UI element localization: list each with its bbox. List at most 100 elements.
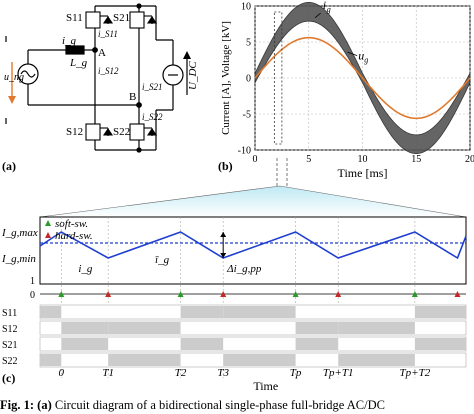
label-is11: i_S11 [98,29,118,39]
switch-signal-label: S21 [2,340,18,351]
ripple-arrowhead-bottom [220,253,227,258]
label-s12: S12 [66,126,83,138]
label-is22: i_S22 [142,112,163,122]
x-tick-label: 15 [411,154,421,165]
legend-hard-marker [45,232,51,238]
soft-switching-marker [292,291,299,297]
series-label-ig-sub: g [327,5,331,14]
y-tick-label: -10 [238,146,251,157]
label-s22: S22 [113,126,130,138]
series-label-ig: i_g [78,263,93,275]
label-is12: i_S12 [98,66,119,76]
switch-signal-high [414,338,466,350]
switch-signal-high [40,354,62,366]
node-a-dot [92,47,98,53]
circuit-diagram [5,3,191,153]
switch-signal-high [295,338,339,350]
switch-signal-high [223,354,296,366]
y-tick-label: 0 [246,74,251,85]
time-tick-label: T2 [175,367,187,379]
rail-dot [136,3,142,9]
switch-signal-high [338,354,415,366]
time-tick-label: Tp+T2 [400,367,431,379]
switch-signal-label: S11 [2,308,17,319]
switch-signal-high [414,306,466,318]
sine-glyph [20,70,36,78]
node-b-dot [136,102,142,108]
events-one-label: 1 [30,276,35,287]
y-axis-label: Current [A], Voltage [kV] [220,21,232,135]
panel-label-a: (a) [2,159,16,173]
time-tick-label: Tp+T1 [323,367,354,379]
panel-label-b: (b) [218,159,233,173]
x-axis-label-c: Time [253,379,278,393]
soft-switching-marker [411,291,418,297]
x-tick-label: 5 [306,154,311,165]
time-tick-label: 0 [59,367,65,379]
label-source: u_ng [4,72,24,83]
zoom-window [273,11,283,145]
x-tick-label: 20 [465,154,474,165]
caption-tag: (a) [37,398,52,412]
switch-s11 [85,11,114,29]
time-tick-label: Tp [290,367,302,379]
switch-s12 [85,123,114,141]
chart-c: Δi_g,pp I_g,max I_g,min i_g ī_g soft-sw.hard-… [1,216,467,393]
label-s21: S21 [113,12,130,24]
hard-switching-marker [220,291,227,297]
switch-signal-high [180,306,224,318]
caption-text: Circuit diagram of a bidirectional singl… [54,398,385,412]
y-tick-label: 10 [241,2,251,13]
series-ug-line [254,36,471,120]
switch-signal-high [223,306,296,318]
ripple-annotation: Δi_g,pp [226,263,262,275]
switch-signal-high [338,322,415,334]
zoom-region-fill [39,185,467,218]
switch-signal-high [108,354,181,366]
y-tick-label: 5 [246,38,251,49]
hard-switching-marker [335,291,342,297]
panel-label-c: (c) [2,371,15,385]
switch-signal-high [180,338,224,350]
hard-switching-marker [454,291,461,297]
x-tick-label: 10 [358,154,368,165]
x-tick-label: 0 [253,154,258,165]
legend-soft-label: soft-sw. [55,218,88,230]
time-tick-label: T3 [217,367,229,379]
y-label-imin: I_g,min [1,253,36,265]
soft-switching-marker [58,291,65,297]
switch-signal-high [61,322,109,334]
figure-caption: Fig. 1: (a) Circuit diagram of a bidirec… [0,396,474,414]
switch-signal-label: S12 [2,324,18,335]
rail-dot [136,147,142,153]
label-is21: i_S21 [142,82,163,92]
ripple-arrowhead-top [220,232,227,237]
inductor-symbol [65,45,85,55]
switch-signal-high [40,306,62,318]
x-axis-label: Time [ms] [338,166,388,180]
legend-hard-label: hard-sw. [55,230,93,242]
dc-voltage-arrowhead [183,51,191,59]
events-zero-label: 0 [30,290,35,301]
series-label-ig-leader [314,12,321,18]
switch-signal-high [295,322,339,334]
series-label-ug-leader [347,51,358,57]
switch-signal-high [61,338,109,350]
figure-canvas: S11 S21 S12 S22 i_g i_S11 i_S12 i_S21 i_… [1,0,474,393]
soft-switching-marker [177,291,184,297]
switch-signal-high [108,322,181,334]
caption-lead: Fig. 1: [0,398,35,412]
label-node-b: B [129,91,136,103]
label-inductor: L_g [69,57,88,69]
series-label-ig: i [323,0,326,12]
time-tick-label: T1 [102,367,114,379]
legend-soft-marker [45,220,51,226]
source-voltage-arrowhead [8,96,16,104]
switch-signal-label: S22 [2,356,18,367]
label-s11: S11 [66,12,83,24]
hard-switching-marker [105,291,112,297]
plot-area-c [39,216,467,285]
switch-s21 [129,11,158,29]
label-ig: i_g [62,35,77,47]
